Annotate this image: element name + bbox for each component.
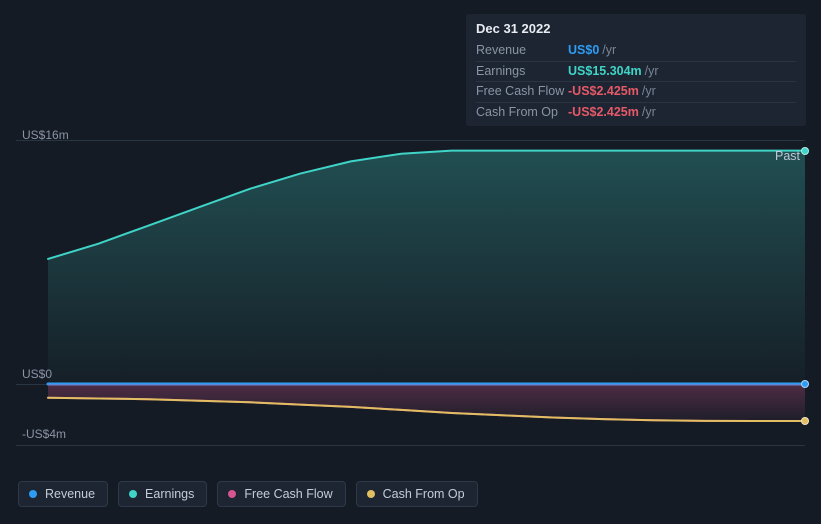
legend-dot-icon bbox=[129, 490, 137, 498]
series-end-dot-revenue bbox=[801, 380, 809, 388]
legend-label: Earnings bbox=[145, 487, 194, 501]
legend-label: Cash From Op bbox=[383, 487, 465, 501]
legend-dot-icon bbox=[228, 490, 236, 498]
legend-toggle-earnings[interactable]: Earnings bbox=[118, 481, 207, 507]
past-label: Past bbox=[775, 149, 800, 163]
legend-dot-icon bbox=[29, 490, 37, 498]
legend-dot-icon bbox=[367, 490, 375, 498]
series-area-free-cash-flow bbox=[48, 384, 805, 421]
financials-chart bbox=[0, 0, 821, 524]
series-area-earnings bbox=[48, 151, 805, 384]
series-end-dot-cash-from-op bbox=[801, 417, 809, 425]
legend-toggle-cash-from-op[interactable]: Cash From Op bbox=[356, 481, 478, 507]
legend-toggle-revenue[interactable]: Revenue bbox=[18, 481, 108, 507]
legend-label: Free Cash Flow bbox=[244, 487, 332, 501]
legend-toggle-free-cash-flow[interactable]: Free Cash Flow bbox=[217, 481, 345, 507]
legend-label: Revenue bbox=[45, 487, 95, 501]
legend: Revenue Earnings Free Cash Flow Cash From O… bbox=[18, 481, 478, 507]
series-end-dot-earnings bbox=[801, 147, 809, 155]
